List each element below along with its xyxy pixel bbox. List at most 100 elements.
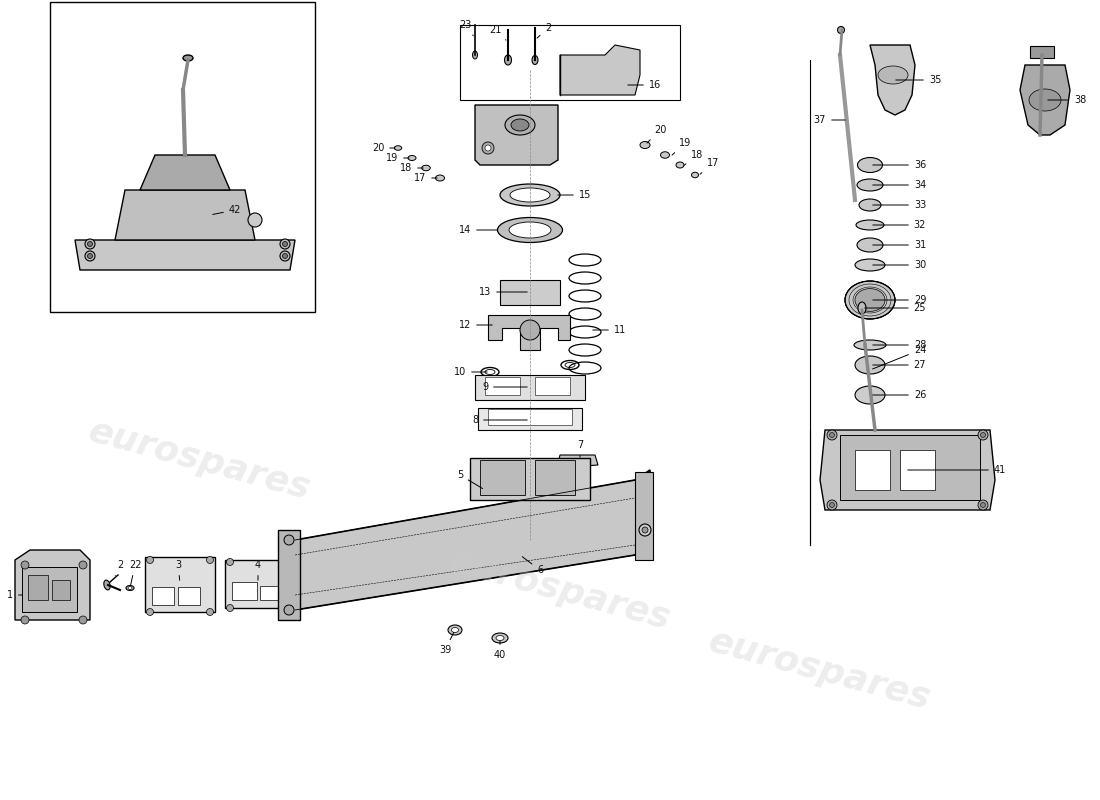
- Text: 29: 29: [872, 295, 926, 305]
- Bar: [470, 458, 590, 500]
- Ellipse shape: [1028, 89, 1062, 111]
- Text: 26: 26: [872, 390, 926, 400]
- Ellipse shape: [505, 55, 512, 65]
- Bar: [485, 377, 520, 395]
- Circle shape: [286, 605, 294, 611]
- Text: 22: 22: [129, 560, 141, 586]
- Bar: [178, 587, 200, 605]
- Ellipse shape: [512, 119, 529, 131]
- Text: 8: 8: [472, 415, 527, 425]
- Ellipse shape: [505, 115, 535, 135]
- Polygon shape: [295, 470, 650, 610]
- Ellipse shape: [126, 586, 134, 590]
- Text: 18: 18: [684, 150, 703, 166]
- Text: 31: 31: [872, 240, 926, 250]
- Ellipse shape: [394, 146, 402, 150]
- Circle shape: [207, 557, 213, 563]
- Ellipse shape: [103, 580, 110, 590]
- Text: 28: 28: [872, 340, 926, 350]
- Circle shape: [227, 558, 233, 566]
- Ellipse shape: [660, 152, 670, 158]
- Polygon shape: [75, 240, 295, 270]
- Text: 19: 19: [386, 153, 409, 163]
- Text: 21: 21: [488, 25, 506, 40]
- Bar: [226, 560, 295, 608]
- Text: 13: 13: [478, 287, 527, 297]
- Bar: [260, 586, 280, 600]
- Bar: [145, 557, 214, 612]
- Text: 4: 4: [255, 560, 261, 580]
- Text: 3: 3: [175, 560, 182, 580]
- Ellipse shape: [497, 218, 562, 242]
- Ellipse shape: [855, 356, 886, 374]
- Circle shape: [207, 609, 213, 615]
- Text: 36: 36: [872, 160, 926, 170]
- Ellipse shape: [858, 302, 866, 314]
- Circle shape: [280, 239, 290, 249]
- Ellipse shape: [451, 627, 459, 633]
- Bar: [460, 25, 680, 100]
- Polygon shape: [278, 530, 300, 620]
- Ellipse shape: [408, 155, 416, 161]
- Circle shape: [283, 254, 287, 258]
- Bar: [488, 409, 572, 425]
- Text: 10: 10: [454, 367, 487, 377]
- Ellipse shape: [859, 199, 881, 211]
- Bar: [840, 435, 980, 500]
- Bar: [535, 377, 570, 395]
- Circle shape: [283, 242, 287, 246]
- Ellipse shape: [128, 586, 132, 590]
- Text: 35: 35: [895, 75, 942, 85]
- Polygon shape: [116, 190, 255, 240]
- Bar: [478, 408, 582, 430]
- Circle shape: [485, 145, 491, 151]
- Text: eurospares: eurospares: [85, 414, 315, 506]
- Bar: [635, 472, 653, 560]
- Circle shape: [85, 251, 95, 261]
- Ellipse shape: [500, 184, 560, 206]
- Text: 1: 1: [7, 590, 22, 600]
- Text: 12: 12: [459, 320, 492, 330]
- Circle shape: [980, 433, 986, 438]
- Text: 17: 17: [700, 158, 719, 174]
- Ellipse shape: [856, 220, 884, 230]
- Ellipse shape: [183, 55, 192, 61]
- Circle shape: [280, 251, 290, 261]
- Circle shape: [520, 320, 540, 340]
- Text: 27: 27: [872, 360, 926, 370]
- Ellipse shape: [421, 166, 430, 170]
- Text: 32: 32: [872, 220, 926, 230]
- Ellipse shape: [692, 172, 698, 178]
- Text: 11: 11: [593, 325, 626, 335]
- Text: 19: 19: [672, 138, 691, 155]
- Polygon shape: [560, 45, 640, 95]
- Bar: [480, 460, 525, 495]
- Text: 40: 40: [494, 641, 506, 660]
- Text: 42: 42: [212, 205, 241, 215]
- Circle shape: [21, 561, 29, 569]
- Circle shape: [286, 558, 294, 566]
- Bar: [475, 375, 585, 400]
- Polygon shape: [820, 430, 996, 510]
- Ellipse shape: [532, 55, 538, 65]
- Text: 33: 33: [872, 200, 926, 210]
- Polygon shape: [140, 155, 230, 190]
- Text: 18: 18: [400, 163, 424, 173]
- Circle shape: [827, 500, 837, 510]
- Text: 25: 25: [865, 303, 926, 313]
- Circle shape: [978, 500, 988, 510]
- Circle shape: [88, 254, 92, 258]
- Ellipse shape: [448, 625, 462, 635]
- Text: 16: 16: [628, 80, 661, 90]
- Circle shape: [248, 213, 262, 227]
- Bar: [28, 575, 48, 600]
- Circle shape: [482, 142, 494, 154]
- Polygon shape: [15, 550, 90, 620]
- Circle shape: [284, 605, 294, 615]
- Bar: [152, 587, 174, 605]
- Ellipse shape: [473, 51, 477, 59]
- Text: 23: 23: [459, 20, 473, 36]
- Circle shape: [85, 239, 95, 249]
- Circle shape: [21, 616, 29, 624]
- Text: eurospares: eurospares: [446, 544, 674, 636]
